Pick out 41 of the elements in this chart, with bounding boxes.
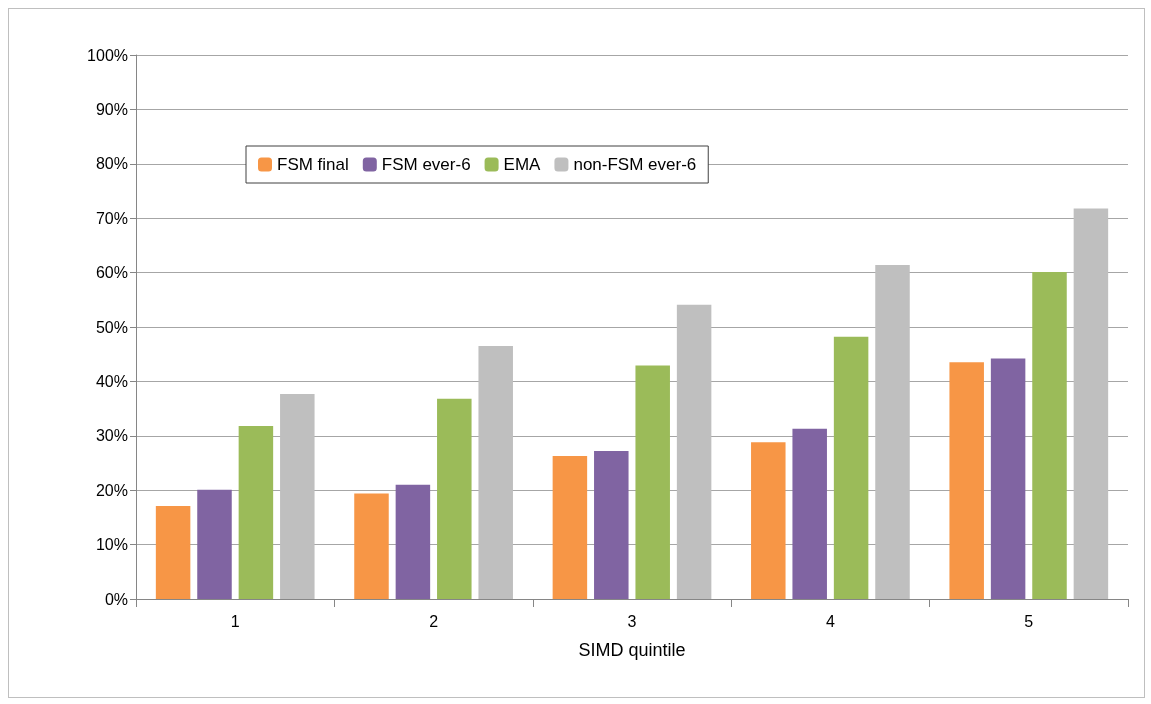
- bar: [478, 346, 513, 599]
- y-tick-label: 40%: [95, 372, 128, 390]
- legend-label: EMA: [503, 155, 542, 174]
- bar: [1032, 272, 1067, 599]
- bar: [238, 426, 274, 599]
- x-tick-label: 1: [230, 612, 240, 630]
- y-tick-label: 20%: [95, 481, 128, 499]
- y-tick-label: 10%: [95, 536, 128, 554]
- x-tick-label: 4: [825, 612, 835, 630]
- bar: [792, 428, 827, 599]
- legend-label: non-FSM ever-6: [573, 155, 697, 174]
- bar: [949, 362, 984, 599]
- x-tick-label: 3: [627, 612, 637, 630]
- bar: [280, 393, 315, 599]
- bar: [594, 451, 629, 599]
- y-tick-label: 70%: [95, 209, 128, 227]
- bar: [833, 336, 869, 599]
- legend-label: FSM final: [277, 155, 349, 174]
- y-tick-label: 0%: [104, 590, 128, 608]
- x-tick-label: 5: [1024, 612, 1034, 630]
- bar: [676, 304, 712, 599]
- y-tick-label: 80%: [95, 155, 128, 173]
- y-tick-label: 30%: [95, 427, 128, 445]
- y-tick-label: 100%: [87, 46, 128, 64]
- bar: [552, 455, 588, 599]
- legend-label: FSM ever-6: [381, 155, 471, 174]
- bar: [635, 365, 670, 599]
- x-axis-title: SIMD quintile: [578, 640, 686, 660]
- y-tick-label: 60%: [95, 264, 128, 282]
- bar: [437, 398, 472, 599]
- bar: [395, 484, 431, 599]
- y-tick-label: 90%: [95, 100, 128, 118]
- y-tick-label: 50%: [95, 318, 128, 336]
- bar: [1073, 208, 1109, 599]
- bar: [990, 358, 1026, 599]
- bar: [354, 493, 389, 599]
- x-tick-label: 2: [429, 612, 439, 630]
- bar: [155, 505, 191, 599]
- bar: [751, 442, 786, 599]
- bar: [875, 264, 910, 599]
- bar: [197, 489, 232, 599]
